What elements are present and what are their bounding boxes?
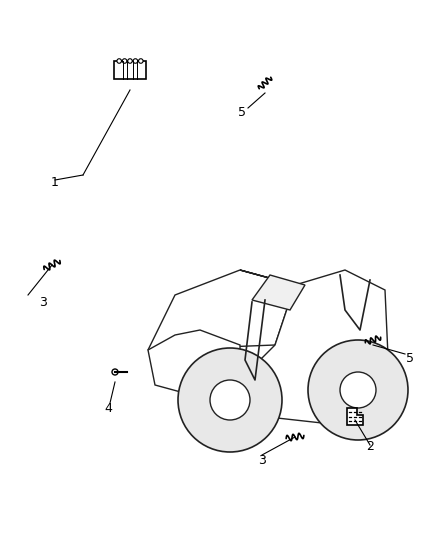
Polygon shape — [347, 408, 363, 425]
Text: 2: 2 — [366, 440, 374, 454]
Circle shape — [138, 59, 143, 63]
Polygon shape — [148, 330, 240, 400]
Circle shape — [122, 59, 127, 63]
Circle shape — [128, 59, 132, 63]
Text: 5: 5 — [406, 351, 414, 365]
Circle shape — [133, 59, 138, 63]
Text: 1: 1 — [51, 176, 59, 190]
Polygon shape — [148, 270, 295, 350]
Circle shape — [210, 380, 250, 420]
Text: 4: 4 — [104, 401, 112, 415]
Circle shape — [112, 369, 118, 375]
Bar — [114, 61, 146, 79]
Polygon shape — [210, 270, 390, 425]
Text: 5: 5 — [238, 107, 246, 119]
Circle shape — [340, 372, 376, 408]
Text: 3: 3 — [39, 295, 47, 309]
Text: 3: 3 — [258, 454, 266, 466]
Circle shape — [308, 340, 408, 440]
Circle shape — [178, 348, 282, 452]
Polygon shape — [252, 275, 305, 310]
Circle shape — [117, 59, 121, 63]
